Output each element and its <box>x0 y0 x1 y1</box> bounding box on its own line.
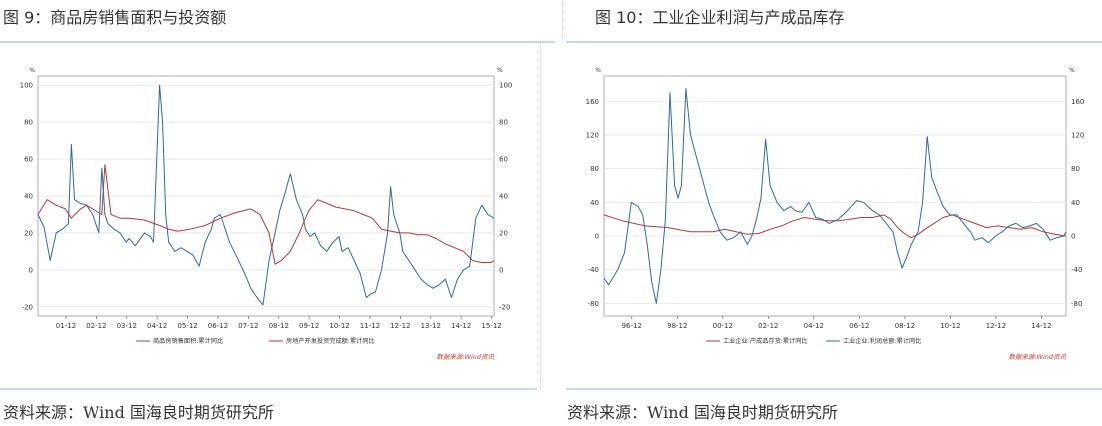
y-tick-label-right: -40 <box>1071 266 1082 274</box>
header-rule-left <box>0 41 555 43</box>
y-tick-label-right: 20 <box>499 229 508 237</box>
y-tick-label-left: -80 <box>588 300 599 308</box>
panel-title-2: 图 10：工业企业利润与产成品库存 <box>595 8 845 27</box>
legend-label: 工业企业:利润总额:累计同比 <box>843 337 921 345</box>
x-tick-label: 10-12 <box>329 322 349 330</box>
x-tick-label: 02-12 <box>758 322 778 330</box>
plot-area <box>603 75 1067 317</box>
y-tick-label-left: 80 <box>24 119 33 127</box>
x-tick-label: 06-12 <box>849 322 869 330</box>
y-tick-label-right: 0 <box>499 266 503 274</box>
x-tick-label: 07-12 <box>238 322 258 330</box>
y-tick-label-left: 0 <box>595 233 599 241</box>
source-note-2: 资料来源：Wind 国海良时期货研究所 <box>567 403 838 422</box>
x-tick-label: 14-12 <box>451 322 471 330</box>
x-tick-label: 04-12 <box>147 322 167 330</box>
x-tick-label: 12-12 <box>390 322 410 330</box>
source-watermark: 数据来源:Wind资讯 <box>436 353 494 361</box>
series-line-1 <box>603 214 1067 239</box>
title-separator <box>562 0 563 42</box>
y-tick-label-left: 60 <box>24 156 33 164</box>
panel-title-1: 图 9：商品房销售面积与投资额 <box>3 8 227 27</box>
x-tick-label: 14-12 <box>1031 322 1051 330</box>
y-tick-label-right: 160 <box>1071 98 1084 106</box>
y-tick-label-left: -40 <box>588 266 599 274</box>
x-tick-label: 03-12 <box>117 322 137 330</box>
y-unit-left: % <box>595 67 601 74</box>
y-tick-label-left: 80 <box>590 165 599 173</box>
x-tick-label: 11-12 <box>360 322 380 330</box>
footer-rule-left <box>0 388 537 390</box>
series-line-2 <box>603 88 1067 304</box>
y-tick-label-right: 120 <box>1071 131 1084 139</box>
y-tick-label-right: 40 <box>1071 199 1080 207</box>
x-tick-label: 13-12 <box>421 322 441 330</box>
x-tick-label: 02-12 <box>86 322 106 330</box>
y-tick-label-right: 40 <box>499 193 508 201</box>
y-tick-label-left: 20 <box>24 229 33 237</box>
chart-industrial: -80 -80 -40 -40 0 0 40 40 80 80 120 120 160 160% % 96-1… <box>586 67 1085 361</box>
y-tick-label-right: 100 <box>499 82 512 90</box>
y-tick-label-right: -20 <box>499 303 510 311</box>
x-tick-label: 96-12 <box>622 322 642 330</box>
y-tick-label-left: 40 <box>590 199 599 207</box>
x-tick-label: 98-12 <box>667 322 687 330</box>
footer-rule-right <box>566 388 1102 390</box>
y-tick-label-left: 100 <box>20 82 33 90</box>
legend-label: 工业企业:产成品存货:累计同比 <box>723 337 808 345</box>
x-tick-label: 01-12 <box>56 322 76 330</box>
legend-label: 房地产开发投资完成额:累计同比 <box>286 337 375 345</box>
header-rule-right <box>566 41 1102 43</box>
y-tick-label-right: -80 <box>1071 300 1082 308</box>
y-unit-right: % <box>1069 67 1075 74</box>
y-unit-left: % <box>29 67 35 74</box>
x-tick-label: 09-12 <box>299 322 319 330</box>
series-line-2 <box>37 164 495 265</box>
y-unit-right: % <box>497 67 503 74</box>
legend-label: 商品房销售面积:累计同比 <box>153 337 223 345</box>
x-tick-label: 08-12 <box>269 322 289 330</box>
x-tick-label: 08-12 <box>895 322 915 330</box>
y-tick-label-right: 0 <box>1071 233 1075 241</box>
x-tick-label: 05-12 <box>177 322 197 330</box>
y-tick-label-left: -20 <box>22 303 33 311</box>
y-tick-label-right: 60 <box>499 156 508 164</box>
y-tick-label-left: 40 <box>24 193 33 201</box>
source-note-1: 资料来源：Wind 国海良时期货研究所 <box>3 403 274 422</box>
y-tick-label-left: 0 <box>29 266 33 274</box>
chart-housing: -20 -20 0 0 20 20 40 40 60 60 80 80 100 100% % 01-12 02-… <box>20 67 513 361</box>
x-tick-label: 06-12 <box>208 322 228 330</box>
panel-separator <box>540 42 541 388</box>
y-tick-label-right: 80 <box>1071 165 1080 173</box>
source-watermark: 数据来源:Wind资讯 <box>1008 353 1066 361</box>
series-line-1 <box>37 84 495 306</box>
x-tick-label: 12-12 <box>986 322 1006 330</box>
y-tick-label-right: 80 <box>499 119 508 127</box>
y-tick-label-left: 160 <box>586 98 599 106</box>
x-tick-label: 15-12 <box>481 322 501 330</box>
x-tick-label: 00-12 <box>713 322 733 330</box>
x-tick-label: 04-12 <box>804 322 824 330</box>
y-tick-label-left: 120 <box>586 131 599 139</box>
x-tick-label: 10-12 <box>940 322 960 330</box>
